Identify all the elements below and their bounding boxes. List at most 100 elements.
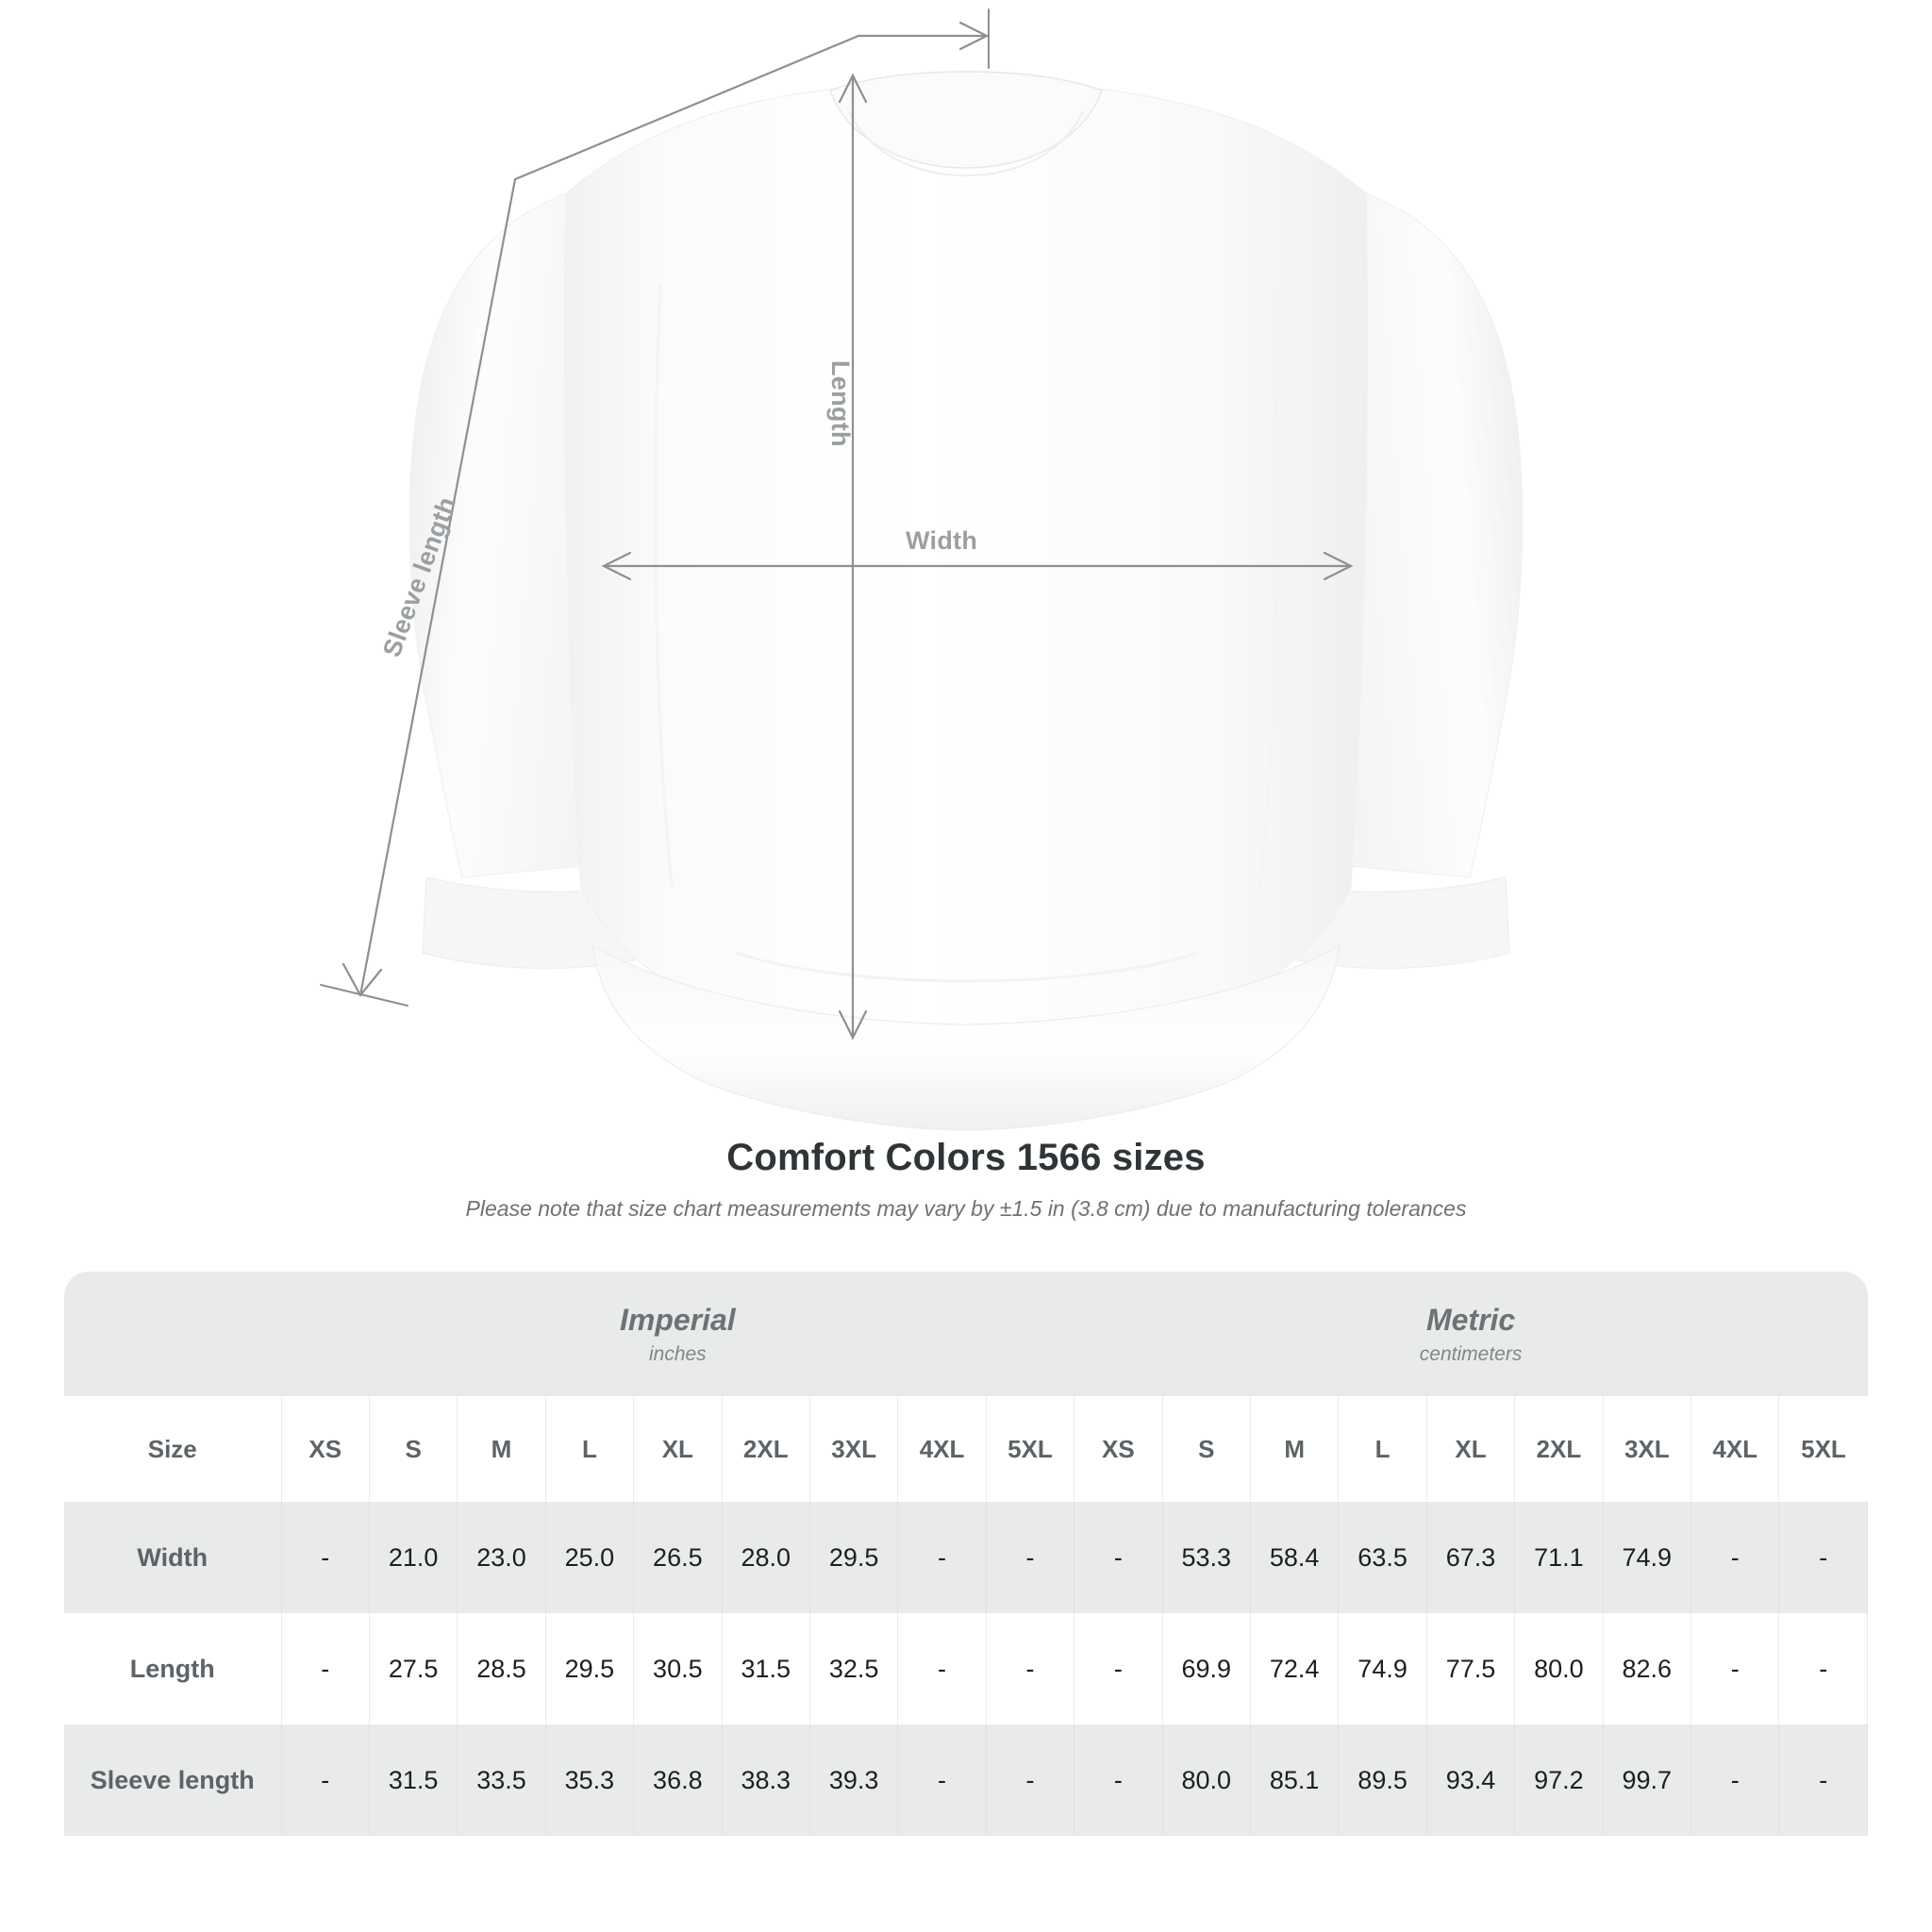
size-header-metric-xs: XS	[1074, 1396, 1163, 1502]
size-header-metric-xl: XL	[1426, 1396, 1516, 1502]
cell-metric-5xl: -	[1778, 1502, 1868, 1613]
cell-imperial-4xl: -	[897, 1613, 987, 1724]
table-row: Width -21.0 23.0 25.0 26.5 28.0 29.5- - -53.3 58.…	[64, 1502, 1868, 1613]
row-label-length: Length	[64, 1613, 282, 1724]
cell-metric-xl: 77.5	[1426, 1613, 1516, 1724]
cell-metric-4xl: -	[1690, 1724, 1780, 1836]
cell-metric-m: 72.4	[1250, 1613, 1340, 1724]
size-table: Imperial inches Metric centimeters Size XS S M L…	[64, 1272, 1868, 1836]
cell-metric-l: 63.5	[1338, 1502, 1427, 1613]
size-header-imperial-m: M	[457, 1396, 546, 1502]
cell-metric-2xl: 80.0	[1514, 1613, 1604, 1724]
cell-metric-3xl: 74.9	[1603, 1502, 1692, 1613]
cell-metric-5xl: -	[1778, 1613, 1868, 1724]
width-arrow-right	[1323, 551, 1354, 581]
row-label-sleeve-length: Sleeve length	[64, 1724, 282, 1836]
unit-subtitle: inches	[648, 1342, 707, 1365]
cell-metric-5xl: -	[1778, 1724, 1868, 1836]
page-title: Comfort Colors 1566 sizes	[726, 1137, 1206, 1178]
size-header-metric-3xl: 3XL	[1603, 1396, 1692, 1502]
cell-imperial-xl: 36.8	[633, 1724, 723, 1836]
length-arrow-top	[838, 73, 868, 104]
length-arrow-bottom	[838, 1009, 868, 1041]
cell-imperial-2xl: 31.5	[722, 1613, 810, 1724]
sleeve-line	[358, 34, 989, 997]
cell-imperial-3xl: 32.5	[809, 1613, 899, 1724]
size-header-metric-m: M	[1250, 1396, 1340, 1502]
size-header-imperial-s: S	[369, 1396, 458, 1502]
cell-metric-m: 58.4	[1250, 1502, 1340, 1613]
size-header-metric-5xl: 5XL	[1778, 1396, 1868, 1502]
sleeve-arrow-top	[958, 21, 990, 51]
cell-imperial-m: 23.0	[457, 1502, 546, 1613]
cell-imperial-m: 28.5	[457, 1613, 546, 1724]
cell-metric-3xl: 99.7	[1603, 1724, 1692, 1836]
cell-imperial-s: 31.5	[369, 1724, 458, 1836]
cell-metric-xl: 93.4	[1426, 1724, 1516, 1836]
unit-subtitle: centimeters	[1419, 1342, 1523, 1365]
size-header-imperial-5xl: 5XL	[986, 1396, 1075, 1502]
cell-imperial-5xl: -	[986, 1724, 1075, 1836]
table-row: Length -27.5 28.5 29.5 30.5 31.5 32.5- - -69.9 72…	[64, 1613, 1868, 1724]
cell-metric-4xl: -	[1690, 1613, 1780, 1724]
cell-imperial-2xl: 28.0	[722, 1502, 810, 1613]
cell-metric-2xl: 97.2	[1514, 1724, 1604, 1836]
cell-imperial-3xl: 39.3	[809, 1724, 899, 1836]
size-header-imperial-xs: XS	[281, 1396, 370, 1502]
unit-header-imperial: Imperial inches	[281, 1272, 1074, 1396]
width-arrow-left	[601, 551, 632, 581]
title-block: Comfort Colors 1566 sizes Please note th…	[0, 1137, 1932, 1222]
width-label: Width	[906, 526, 978, 555]
garment-illustration: Length Width Sleeve length	[320, 8, 1524, 1131]
cell-imperial-5xl: -	[986, 1502, 1075, 1613]
cell-metric-4xl: -	[1690, 1502, 1780, 1613]
cell-metric-l: 74.9	[1338, 1613, 1427, 1724]
cell-metric-s: 69.9	[1162, 1613, 1251, 1724]
unit-name: Imperial	[619, 1302, 736, 1337]
cell-metric-l: 89.5	[1338, 1724, 1427, 1836]
cell-metric-xs: -	[1074, 1613, 1163, 1724]
cell-imperial-s: 27.5	[369, 1613, 458, 1724]
cell-imperial-l: 25.0	[545, 1502, 635, 1613]
size-header-row: Size XS S M L XL 2XL 3XL 4XL 5XL XS S M L XL 2XL 3XL 4XL 5…	[64, 1396, 1868, 1502]
unit-header-metric: Metric centimeters	[1074, 1272, 1868, 1396]
cell-metric-xs: -	[1074, 1502, 1163, 1613]
unit-name: Metric	[1425, 1302, 1516, 1337]
cell-imperial-3xl: 29.5	[809, 1502, 899, 1613]
measurement-overlay	[320, 8, 1354, 1041]
cell-metric-2xl: 71.1	[1514, 1502, 1604, 1613]
cell-imperial-s: 21.0	[369, 1502, 458, 1613]
cell-imperial-xl: 30.5	[633, 1613, 723, 1724]
cell-imperial-l: 29.5	[545, 1613, 635, 1724]
tolerance-note: Please note that size chart measurements…	[465, 1196, 1467, 1221]
sweatshirt-graphic	[408, 71, 1524, 1131]
cell-imperial-xs: -	[281, 1613, 370, 1724]
size-header-metric-4xl: 4XL	[1690, 1396, 1780, 1502]
size-header-imperial-xl: XL	[633, 1396, 723, 1502]
cell-metric-s: 80.0	[1162, 1724, 1251, 1836]
cell-imperial-xs: -	[281, 1724, 370, 1836]
size-header-imperial-3xl: 3XL	[809, 1396, 899, 1502]
cell-imperial-4xl: -	[897, 1724, 987, 1836]
size-header-metric-2xl: 2XL	[1514, 1396, 1604, 1502]
unit-header-row: Imperial inches Metric centimeters	[64, 1272, 1868, 1396]
unit-header-corner	[64, 1272, 281, 1396]
row-label-width: Width	[64, 1502, 282, 1613]
cell-imperial-4xl: -	[897, 1502, 987, 1613]
size-header-imperial-l: L	[545, 1396, 635, 1502]
cell-metric-3xl: 82.6	[1603, 1613, 1692, 1724]
size-header-imperial-2xl: 2XL	[722, 1396, 810, 1502]
table-row: Sleeve length -31.5 33.5 35.3 36.8 38.3 39.3- -…	[64, 1724, 1868, 1836]
cell-metric-xl: 67.3	[1426, 1502, 1516, 1613]
cell-imperial-xs: -	[281, 1502, 370, 1613]
cell-imperial-m: 33.5	[457, 1724, 546, 1836]
size-header-imperial-4xl: 4XL	[897, 1396, 987, 1502]
size-table-container: Imperial inches Metric centimeters Size XS S M L…	[64, 1272, 1868, 1836]
sleeve-tick-bottom	[320, 984, 408, 1007]
size-column-header: Size	[64, 1396, 282, 1502]
length-label: Length	[826, 360, 855, 447]
size-header-metric-s: S	[1162, 1396, 1251, 1502]
cell-imperial-xl: 26.5	[633, 1502, 723, 1613]
cell-metric-m: 85.1	[1250, 1724, 1340, 1836]
